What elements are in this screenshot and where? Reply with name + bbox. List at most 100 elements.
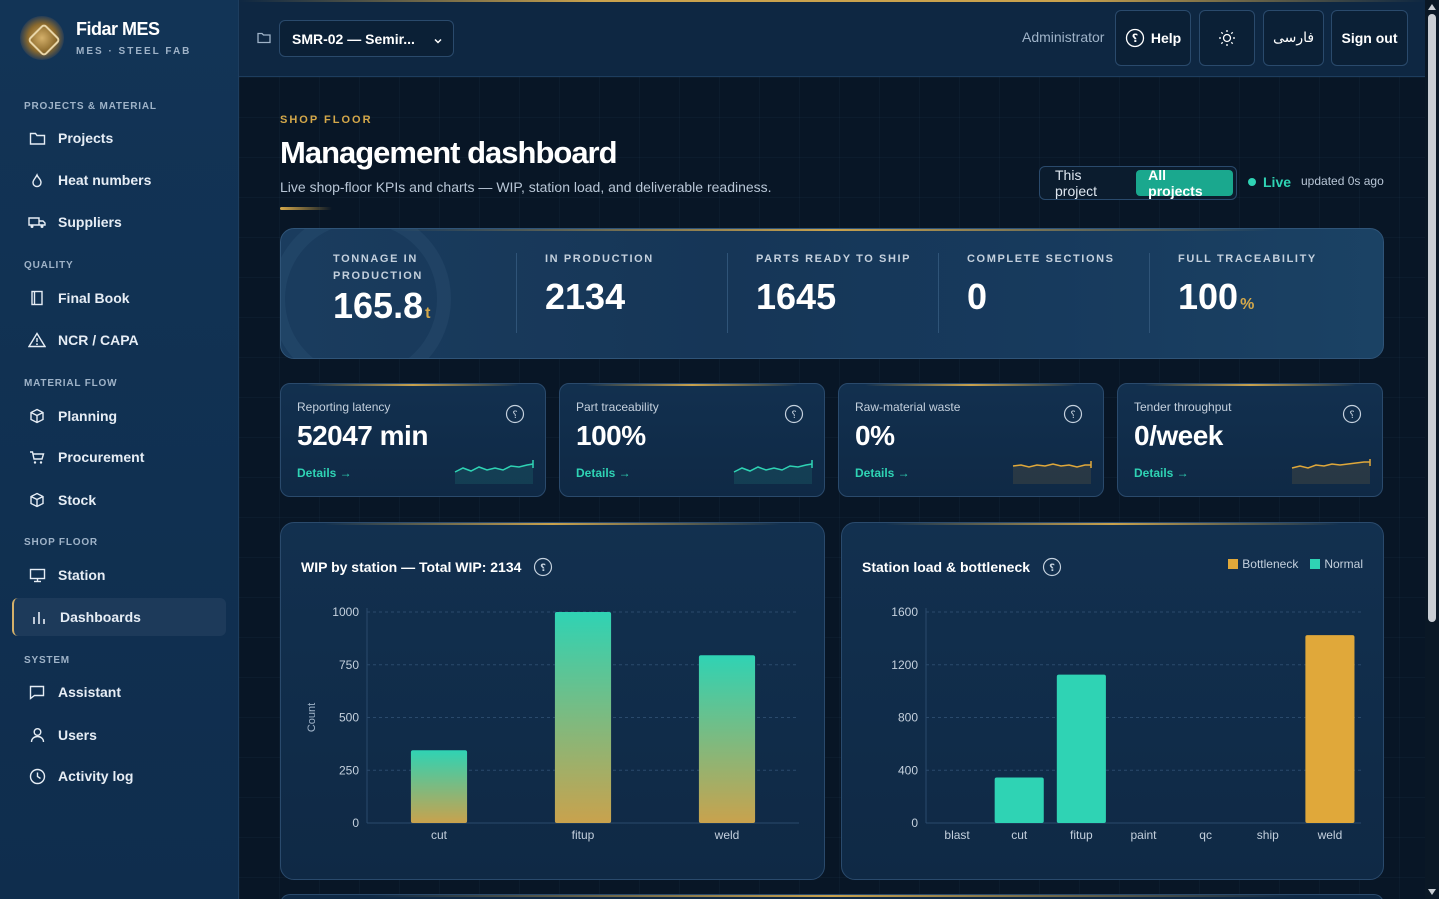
- book-icon: [28, 289, 46, 307]
- clock-icon: [28, 767, 46, 785]
- sidebar-item-label: Planning: [58, 408, 118, 424]
- sidebar: Fidar MES MES · STEEL FAB PROJECTS & MAT…: [0, 0, 239, 899]
- bar-chart-icon: [30, 608, 48, 626]
- sparkline: [733, 460, 813, 484]
- nav-section-projects: PROJECTS & MATERIAL: [24, 101, 157, 112]
- sparkline: [454, 460, 534, 484]
- flame-icon: [28, 171, 46, 189]
- folder-icon: [257, 31, 271, 49]
- scroll-thumb[interactable]: [1428, 14, 1436, 622]
- nav-section-system: SYSTEM: [24, 655, 70, 666]
- sidebar-item-ncr-capa[interactable]: NCR / CAPA: [12, 321, 226, 359]
- bar-weld: [1305, 635, 1355, 823]
- info-icon[interactable]: ؟: [505, 404, 525, 429]
- metric-details-link[interactable]: Details →: [1134, 466, 1189, 480]
- svg-text:؟: ؟: [1070, 410, 1075, 421]
- current-user: Administrator: [1022, 29, 1105, 45]
- kpi-divider: [938, 253, 939, 333]
- kpi-unit: t: [425, 305, 431, 322]
- info-icon[interactable]: ؟: [1063, 404, 1083, 429]
- x-tick-label: blast: [944, 828, 970, 842]
- brand[interactable]: Fidar MES MES · STEEL FAB: [20, 16, 191, 60]
- topbar: SMR-02 — Semir... Administrator ؟ Help ف…: [239, 0, 1425, 77]
- metric-label: Raw-material waste: [855, 400, 961, 414]
- sidebar-item-label: NCR / CAPA: [58, 332, 139, 348]
- legend-item-bottleneck[interactable]: Bottleneck: [1228, 557, 1298, 571]
- page-title: Management dashboard: [280, 135, 618, 170]
- kpi-label-line2: PRODUCTION: [333, 270, 423, 282]
- y-axis-label: Count: [306, 703, 318, 732]
- sidebar-item-planning[interactable]: Planning: [12, 397, 226, 435]
- box-icon: [28, 491, 46, 509]
- page-scrollbar[interactable]: [1425, 0, 1439, 899]
- y-tick-label: 800: [898, 711, 918, 725]
- kpi-full-traceability: FULL TRACEABILITY 100%: [1178, 251, 1317, 318]
- chart-legend: Bottleneck Normal: [1216, 557, 1363, 571]
- scope-this-project-button[interactable]: This project: [1055, 167, 1098, 199]
- bar-weld: [698, 655, 756, 823]
- wip-bar-chart: 0 250 500 750 1000 Count cut fitup weld: [306, 605, 799, 842]
- theme-toggle-button[interactable]: [1199, 10, 1255, 66]
- monitor-icon: [28, 566, 46, 584]
- page-eyebrow: SHOP FLOOR: [280, 114, 373, 126]
- chart-title: Station load & bottleneck: [862, 559, 1031, 575]
- sidebar-item-station[interactable]: Station: [12, 556, 226, 594]
- info-icon[interactable]: ؟: [784, 404, 804, 429]
- x-tick-label: cut: [431, 828, 448, 842]
- info-icon[interactable]: ؟: [1042, 557, 1062, 577]
- bar-fitup: [1056, 674, 1106, 823]
- help-label: Help: [1150, 30, 1182, 46]
- live-label: Live: [1263, 174, 1292, 190]
- info-icon[interactable]: ؟: [1342, 404, 1362, 429]
- chart-title-row: WIP by station — Total WIP: 2134 ؟: [301, 557, 553, 577]
- sidebar-item-label: Procurement: [58, 449, 145, 465]
- kpi-value: 100: [1178, 276, 1239, 317]
- kpi-label: TONNAGE IN: [333, 253, 418, 265]
- scroll-down-arrow[interactable]: [1428, 889, 1436, 895]
- page-subtitle: Live shop-floor KPIs and charts — WIP, s…: [280, 179, 772, 195]
- sun-icon: [1218, 29, 1236, 47]
- kpi-complete-sections: COMPLETE SECTIONS 0: [967, 251, 1115, 318]
- metric-value: 0%: [855, 420, 895, 451]
- kpi-in-production: IN PRODUCTION 2134: [545, 251, 654, 318]
- sidebar-item-label: Users: [58, 727, 97, 743]
- metric-card-tender-throughput: Tender throughput 0/week Details → ؟: [1117, 383, 1383, 497]
- language-button[interactable]: فارسی: [1263, 10, 1324, 66]
- sidebar-item-heat-numbers[interactable]: Heat numbers: [12, 161, 226, 199]
- sidebar-item-suppliers[interactable]: Suppliers: [12, 203, 226, 241]
- brand-subtitle: MES · STEEL FAB: [76, 46, 192, 57]
- sidebar-item-procurement[interactable]: Procurement: [12, 438, 226, 476]
- y-tick-label: 0: [352, 816, 359, 830]
- metric-value: 100%: [576, 420, 646, 451]
- y-tick-label: 1600: [891, 605, 918, 619]
- metric-details-link[interactable]: Details →: [576, 466, 631, 480]
- sidebar-item-activity-log[interactable]: Activity log: [12, 757, 226, 795]
- metric-label: Part traceability: [576, 400, 659, 414]
- brand-name: Fidar MES: [76, 19, 160, 39]
- warning-icon: [28, 331, 46, 349]
- project-select[interactable]: SMR-02 — Semir...: [279, 20, 454, 57]
- sidebar-item-label: Dashboards: [60, 609, 141, 625]
- y-tick-label: 250: [339, 763, 359, 777]
- info-icon[interactable]: ؟: [533, 557, 553, 577]
- scroll-up-arrow[interactable]: [1428, 4, 1436, 10]
- nav-section-shop-floor: SHOP FLOOR: [24, 537, 98, 548]
- legend-item-normal[interactable]: Normal: [1310, 557, 1363, 571]
- sidebar-item-stock[interactable]: Stock: [12, 481, 226, 519]
- sidebar-item-projects[interactable]: Projects: [12, 119, 226, 157]
- sidebar-item-users[interactable]: Users: [12, 716, 226, 754]
- sidebar-item-final-book[interactable]: Final Book: [12, 279, 226, 317]
- metric-label: Tender throughput: [1134, 400, 1232, 414]
- help-button[interactable]: ؟ Help: [1115, 10, 1191, 66]
- metric-details-link[interactable]: Details →: [297, 466, 352, 480]
- svg-text:؟: ؟: [1132, 32, 1138, 45]
- metric-value: 52047 min: [297, 420, 428, 451]
- live-dot: [1248, 178, 1256, 186]
- x-tick-label: fitup: [1070, 828, 1093, 842]
- sidebar-item-dashboards[interactable]: Dashboards: [12, 598, 226, 636]
- sidebar-item-assistant[interactable]: Assistant: [12, 673, 226, 711]
- y-tick-label: 750: [339, 658, 359, 672]
- metric-details-link[interactable]: Details →: [855, 466, 910, 480]
- sign-out-button[interactable]: Sign out: [1331, 10, 1408, 66]
- scope-all-projects-button[interactable]: All projects: [1136, 167, 1233, 199]
